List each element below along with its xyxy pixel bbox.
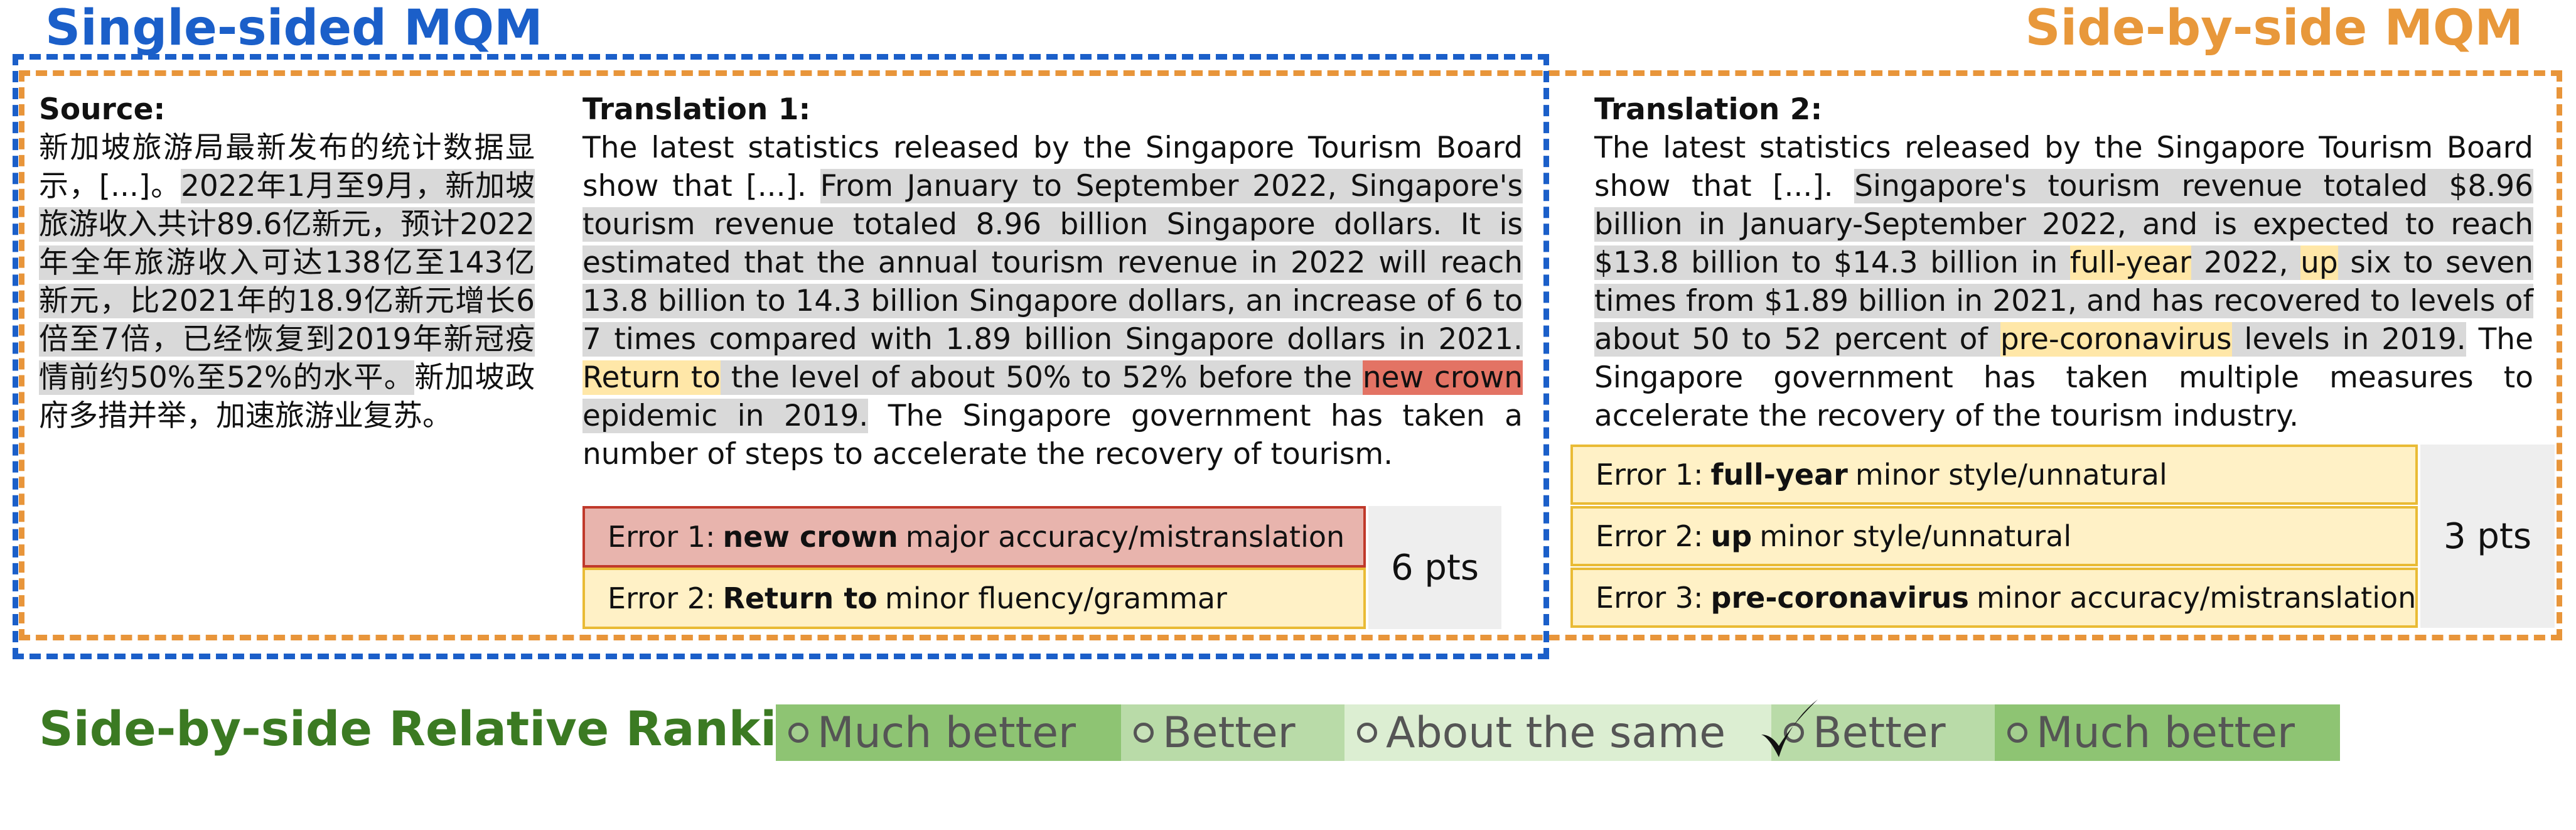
- t2-error-3-span: pre-coronavirus: [1710, 581, 1969, 615]
- t2-segment-end: The Singapore government has taken multi…: [1594, 322, 2533, 433]
- radio-icon[interactable]: [1784, 723, 1804, 743]
- t1-error-2-span: Return to: [722, 581, 877, 615]
- translation-1-text: The latest statistics released by the Si…: [582, 129, 1523, 473]
- ranking-option-label: Much better: [2036, 708, 2295, 758]
- source-label: Source:: [39, 92, 166, 127]
- t1-score: 6 pts: [1368, 506, 1501, 629]
- t2-error-1-row: Error 1: full-year minor style/unnatural: [1570, 445, 2418, 505]
- t2-error-2-prefix: Error 2:: [1596, 519, 1704, 553]
- radio-icon[interactable]: [1357, 723, 1377, 743]
- source-text: 新加坡旅游局最新发布的统计数据显示，[...]。2022年1月至9月，新加坡旅游…: [39, 129, 535, 435]
- t2-error-3-desc: minor accuracy/mistranslation: [1976, 581, 2417, 615]
- t1-error-2-prefix: Error 2:: [608, 581, 716, 615]
- source-panel: Source: 新加坡旅游局最新发布的统计数据显示，[...]。2022年1月至…: [39, 90, 535, 435]
- t2-error-3-prefix: Error 3:: [1596, 581, 1704, 615]
- t1-error-return-to: Return to: [582, 360, 721, 395]
- side-by-side-mqm-frame: [19, 70, 2562, 640]
- radio-icon[interactable]: [1134, 723, 1154, 743]
- translation-2-label: Translation 2:: [1594, 92, 1823, 127]
- side-by-side-mqm-title: Side-by-side MQM: [2025, 0, 2523, 57]
- translation-2-panel: Translation 2: The latest statistics rel…: [1594, 90, 2534, 435]
- t1-error-1-desc: major accuracy/mistranslation: [905, 520, 1345, 554]
- t2-error-full-year: full-year: [2069, 245, 2192, 280]
- t2-error-2-span: up: [1710, 519, 1752, 553]
- t2-segment-intro: The latest statistics released by the Si…: [1594, 131, 2533, 203]
- radio-icon[interactable]: [2007, 723, 2027, 743]
- ranking-option-better-right[interactable]: Better: [1771, 704, 1995, 761]
- ranking-option-label: Better: [1813, 708, 1946, 758]
- t2-segment-2022: 2022,: [2191, 245, 2301, 280]
- t2-error-pre-coronavirus: pre-coronavirus: [2000, 322, 2232, 357]
- t2-segment-levels: levels in 2019.: [2231, 322, 2466, 357]
- radio-icon[interactable]: [788, 723, 808, 743]
- ranking-label: Side-by-side Relative Ranking: [39, 701, 845, 757]
- t1-error-1-row: Error 1: new crown major accuracy/mistrans…: [582, 506, 1366, 568]
- translation-2-text: The latest statistics released by the Si…: [1594, 129, 2534, 435]
- t2-error-2-row: Error 2: up minor style/unnatural: [1570, 506, 2418, 566]
- translation-1-panel: Translation 1: The latest statistics rel…: [582, 90, 1523, 473]
- t1-error-2-row: Error 2: Return to minor fluency/grammar: [582, 568, 1366, 629]
- t1-error-1-prefix: Error 1:: [608, 520, 716, 554]
- source-text-end: 新加坡政府多措并举，加速旅游业复苏。: [39, 360, 535, 433]
- single-sided-mqm-frame: [13, 54, 1549, 659]
- ranking-option-about-the-same[interactable]: About the same: [1344, 704, 1771, 761]
- single-sided-mqm-title: Single-sided MQM: [45, 0, 543, 57]
- ranking-option-better-left[interactable]: Better: [1121, 704, 1344, 761]
- ranking-option-much-better-left[interactable]: Much better: [776, 704, 1121, 761]
- ranking-option-label: About the same: [1386, 708, 1726, 758]
- t2-error-1-span: full-year: [1710, 458, 1848, 492]
- t1-error-new-crown: new crown: [1362, 360, 1523, 395]
- ranking-option-label: Much better: [817, 708, 1076, 758]
- checkmark-icon: [1761, 699, 1818, 757]
- t2-error-2-desc: minor style/unnatural: [1759, 519, 2072, 553]
- t1-segment-highlight: From January to September 2022, Singapor…: [582, 169, 1523, 357]
- t1-segment-epidemic: epidemic in 2019.: [582, 399, 869, 433]
- t2-error-up: up: [2300, 245, 2338, 280]
- t1-segment-end: The Singapore government has taken a num…: [582, 399, 1523, 472]
- t1-error-1-span: new crown: [722, 520, 898, 554]
- t2-error-3-row: Error 3: pre-coronavirus minor accuracy/mi…: [1570, 568, 2418, 628]
- source-text-plain: 新加坡旅游局最新发布的统计数据显示，[...]。: [39, 131, 535, 203]
- t1-segment-level: the level of about 50% to 52% before the: [721, 360, 1363, 395]
- t2-error-1-desc: minor style/unnatural: [1855, 458, 2167, 492]
- ranking-option-label: Better: [1162, 708, 1296, 758]
- translation-1-label: Translation 1:: [582, 92, 811, 127]
- t2-score: 3 pts: [2420, 445, 2555, 628]
- t1-error-2-desc: minor fluency/grammar: [884, 581, 1227, 615]
- t2-error-1-prefix: Error 1:: [1596, 458, 1704, 492]
- t1-segment-intro: The latest statistics released by the Si…: [582, 131, 1523, 203]
- ranking-option-much-better-right[interactable]: Much better: [1995, 704, 2340, 761]
